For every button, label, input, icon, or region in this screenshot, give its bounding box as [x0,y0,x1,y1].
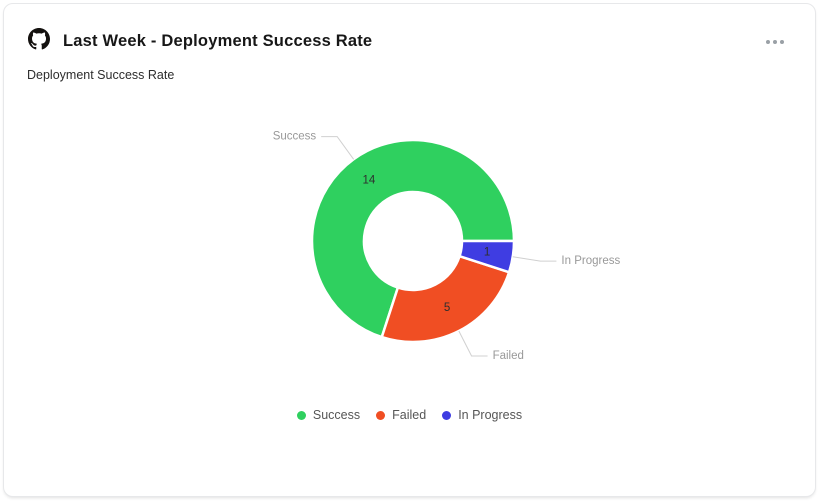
segment-success[interactable] [310,138,516,339]
legend-label-success: Success [312,408,361,422]
ellipsis-dot [773,40,777,44]
ellipsis-dot [766,40,770,44]
legend-label-in-progress: In Progress [458,408,523,422]
value-label-success: 14 [363,174,376,186]
chart-title: Deployment Success Rate [27,68,175,82]
ellipsis-menu-button[interactable] [763,34,787,50]
chart-legend: Success Failed In Progress [4,408,815,422]
segment-in-progress[interactable] [458,239,516,274]
legend-item-failed[interactable]: Failed [376,408,426,422]
value-label-in-progress: 1 [484,247,490,259]
leader-line-failed [458,330,488,357]
widget-card: Last Week - Deployment Success Rate Depl… [3,3,816,497]
donut-chart[interactable]: 14 Success 5 Failed 1 In Progress [4,4,817,498]
outside-label-failed: Failed [493,350,524,362]
github-icon [28,28,50,50]
legend-item-success[interactable]: Success [296,408,361,422]
outside-label-success: Success [273,131,317,143]
leader-line-success [321,136,355,160]
legend-label-failed: Failed [392,408,427,422]
widget-title: Last Week - Deployment Success Rate [63,32,373,50]
legend-dot-failed [376,410,386,420]
value-label-failed: 5 [444,302,450,314]
legend-dot-success [296,410,306,420]
legend-item-in-progress[interactable]: In Progress [442,408,522,422]
outside-label-in-progress: In Progress [561,255,620,267]
legend-dot-in-progress [442,410,452,420]
leader-line-in-progress [512,256,557,262]
ellipsis-dot [780,40,784,44]
segment-failed[interactable] [380,254,511,344]
